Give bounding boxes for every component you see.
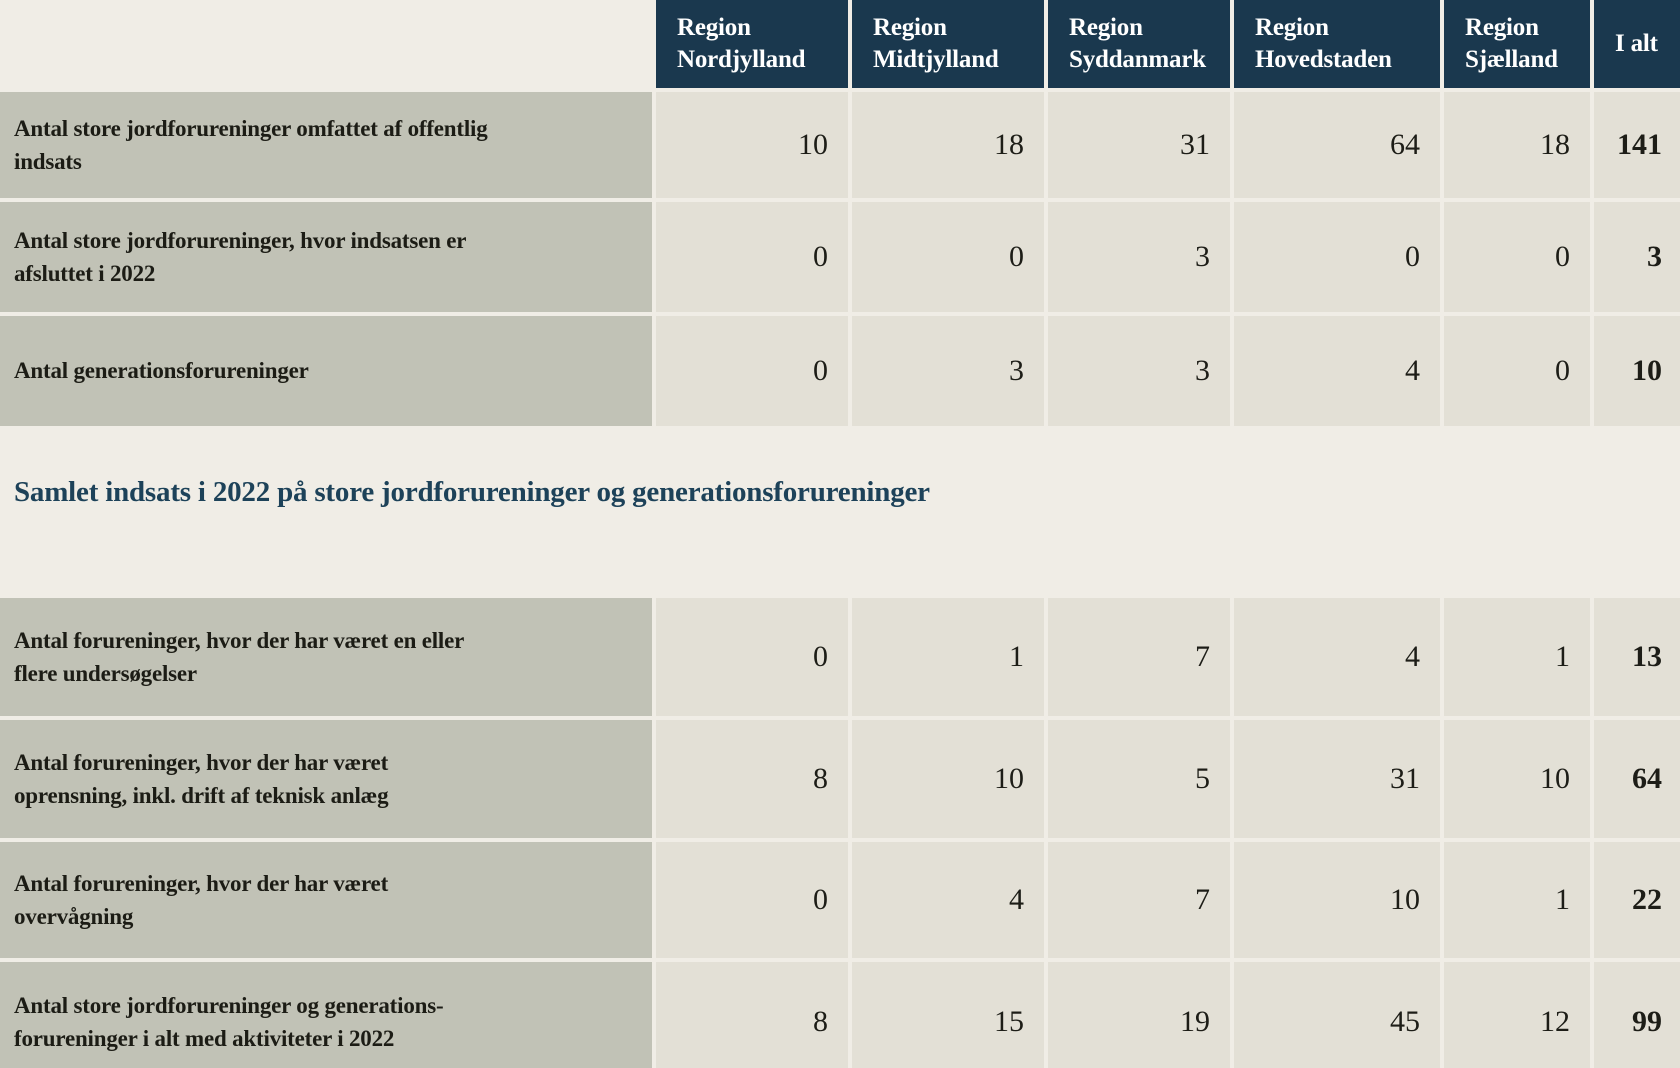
column-header-region-hovedstaden: Region Hovedstaden	[1234, 0, 1440, 88]
row-label: Antal forureninger, hvor der har været e…	[0, 598, 652, 716]
value-cell: 7	[1048, 842, 1230, 958]
value-cell: 10	[1234, 842, 1440, 958]
value-cell: 31	[1048, 92, 1230, 198]
column-header-region-midtjylland: Region Midtjylland	[852, 0, 1044, 88]
total-cell: 141	[1594, 92, 1680, 198]
row-label: Antal generationsforureninger	[0, 316, 652, 426]
section-heading: Samlet indsats i 2022 på store jordforur…	[14, 475, 930, 508]
value-cell: 4	[1234, 598, 1440, 716]
value-cell: 3	[1048, 202, 1230, 312]
value-cell: 15	[852, 962, 1044, 1068]
total-cell: 13	[1594, 598, 1680, 716]
value-cell: 10	[656, 92, 848, 198]
value-cell: 18	[1444, 92, 1590, 198]
value-cell: 0	[852, 202, 1044, 312]
value-cell: 10	[1444, 720, 1590, 838]
total-cell: 22	[1594, 842, 1680, 958]
value-cell: 31	[1234, 720, 1440, 838]
row-label: Antal forureninger, hvor der har været o…	[0, 720, 652, 838]
value-cell: 4	[1234, 316, 1440, 426]
value-cell: 0	[1444, 202, 1590, 312]
value-cell: 1	[1444, 598, 1590, 716]
value-cell: 1	[852, 598, 1044, 716]
value-cell: 64	[1234, 92, 1440, 198]
total-cell: 99	[1594, 962, 1680, 1068]
value-cell: 0	[656, 598, 848, 716]
total-cell: 64	[1594, 720, 1680, 838]
value-cell: 0	[656, 316, 848, 426]
row-label: Antal forureninger, hvor der har været o…	[0, 842, 652, 958]
column-header-i-alt: I alt	[1594, 0, 1680, 88]
corner-spacer	[0, 0, 652, 88]
value-cell: 7	[1048, 598, 1230, 716]
total-cell: 3	[1594, 202, 1680, 312]
value-cell: 0	[656, 842, 848, 958]
value-cell: 0	[1444, 316, 1590, 426]
value-cell: 1	[1444, 842, 1590, 958]
value-cell: 19	[1048, 962, 1230, 1068]
value-cell: 8	[656, 962, 848, 1068]
value-cell: 8	[656, 720, 848, 838]
value-cell: 12	[1444, 962, 1590, 1068]
value-cell: 5	[1048, 720, 1230, 838]
column-header-region-sjaelland: Region Sjælland	[1444, 0, 1590, 88]
total-cell: 10	[1594, 316, 1680, 426]
value-cell: 18	[852, 92, 1044, 198]
value-cell: 4	[852, 842, 1044, 958]
row-label: Antal store jordforureninger, hvor indsa…	[0, 202, 652, 312]
value-cell: 10	[852, 720, 1044, 838]
row-label: Antal store jordforureninger og generati…	[0, 962, 652, 1068]
value-cell: 3	[852, 316, 1044, 426]
column-header-region-nordjylland: Region Nordjylland	[656, 0, 848, 88]
value-cell: 3	[1048, 316, 1230, 426]
value-cell: 0	[1234, 202, 1440, 312]
value-cell: 0	[656, 202, 848, 312]
row-label: Antal store jordforureninger omfattet af…	[0, 92, 652, 198]
column-header-region-syddanmark: Region Syddanmark	[1048, 0, 1230, 88]
value-cell: 45	[1234, 962, 1440, 1068]
